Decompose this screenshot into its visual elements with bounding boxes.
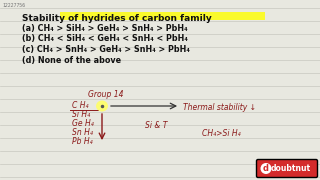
Text: (b) CH₄ < SiH₄ < GeH₄ < SnH₄ < PbH₄: (b) CH₄ < SiH₄ < GeH₄ < SnH₄ < PbH₄: [22, 35, 188, 44]
Text: Si & T: Si & T: [145, 121, 167, 130]
Text: d: d: [263, 164, 269, 173]
Bar: [60, 12, 265, 20]
FancyBboxPatch shape: [257, 159, 317, 177]
Text: CH₄>Si H₄: CH₄>Si H₄: [202, 129, 241, 138]
Text: Si H₄: Si H₄: [72, 110, 90, 119]
Text: (a) CH₄ > SiH₄ > GeH₄ > SnH₄ > PbH₄: (a) CH₄ > SiH₄ > GeH₄ > SnH₄ > PbH₄: [22, 24, 188, 33]
Circle shape: [260, 163, 271, 174]
Text: Pb H₄: Pb H₄: [72, 137, 92, 146]
Text: 12227756: 12227756: [2, 3, 25, 8]
Text: Group 14: Group 14: [88, 90, 124, 99]
Text: Stability of hydrides of carbon family: Stability of hydrides of carbon family: [22, 14, 212, 23]
Text: C H₄: C H₄: [72, 101, 89, 110]
Text: doubtnut: doubtnut: [271, 164, 311, 173]
Text: (d) None of the above: (d) None of the above: [22, 55, 121, 64]
Text: (c) CH₄ > SnH₄ > GeH₄ > SnH₄ > PbH₄: (c) CH₄ > SnH₄ > GeH₄ > SnH₄ > PbH₄: [22, 45, 190, 54]
Ellipse shape: [96, 100, 108, 111]
Text: Thermal stability ↓: Thermal stability ↓: [183, 103, 256, 112]
Text: Ge H₄: Ge H₄: [72, 119, 94, 128]
Text: Sn H₄: Sn H₄: [72, 128, 93, 137]
